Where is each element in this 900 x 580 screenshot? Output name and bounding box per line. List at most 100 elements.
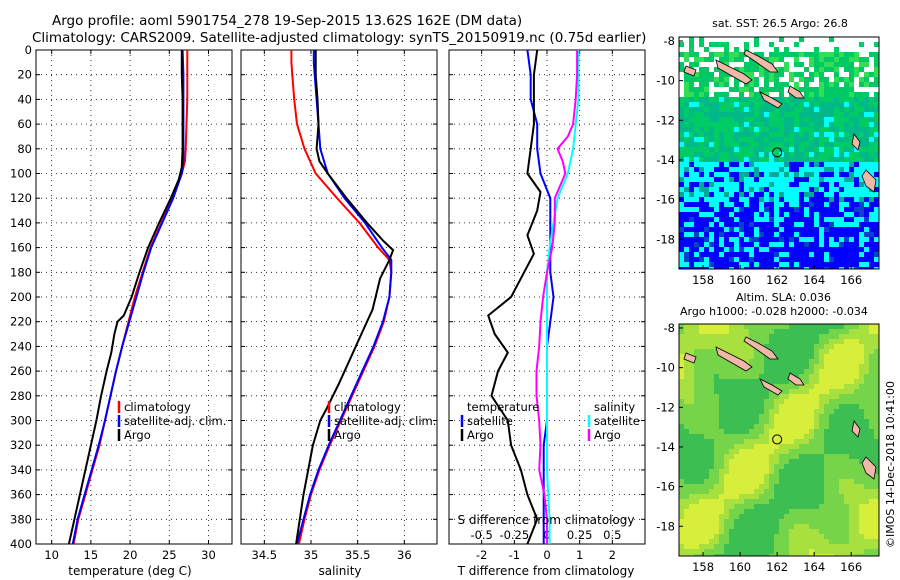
map-cell — [779, 464, 784, 469]
map-cell — [839, 202, 844, 207]
map-cell — [739, 207, 744, 212]
map-cell — [819, 152, 824, 157]
map-cell — [794, 414, 799, 419]
map-cell — [774, 262, 779, 267]
map-cell — [764, 504, 769, 509]
map-cell — [709, 454, 714, 459]
map-cell — [784, 127, 789, 132]
map-cell — [859, 187, 864, 192]
map-cell — [849, 384, 854, 389]
map-cell — [819, 539, 824, 544]
map-cell — [804, 82, 809, 87]
map-cell — [789, 62, 794, 67]
map-cell — [859, 369, 864, 374]
map-cell — [719, 162, 724, 167]
map-cell — [804, 152, 809, 157]
map-cell — [759, 197, 764, 202]
map-cell — [849, 247, 854, 252]
map-cell — [844, 329, 849, 334]
map-cell — [714, 137, 719, 142]
map-cell — [784, 379, 789, 384]
map-cell — [744, 369, 749, 374]
map-cell — [809, 237, 814, 242]
map-cell — [804, 364, 809, 369]
map-cell — [774, 364, 779, 369]
map-cell — [794, 262, 799, 267]
map-cell — [819, 172, 824, 177]
map-cell — [789, 152, 794, 157]
map-cell — [749, 514, 754, 519]
map-cell — [694, 77, 699, 82]
map-cell — [824, 354, 829, 359]
map-cell — [784, 349, 789, 354]
map-cell — [699, 67, 704, 72]
map-cell — [869, 242, 874, 247]
map-cell — [724, 434, 729, 439]
map-cell — [719, 152, 724, 157]
map-cell — [864, 152, 869, 157]
map-cell — [804, 449, 809, 454]
map-cell — [814, 52, 819, 57]
map-cell — [699, 72, 704, 77]
map-cell — [799, 142, 804, 147]
map-cell — [799, 539, 804, 544]
island — [715, 346, 753, 372]
map-cell — [749, 469, 754, 474]
map-cell — [749, 354, 754, 359]
map-cell — [859, 529, 864, 534]
map-cell — [784, 57, 789, 62]
map-cell — [789, 252, 794, 257]
map-cell — [709, 247, 714, 252]
map-cell — [844, 349, 849, 354]
map-cell — [759, 339, 764, 344]
map-cell — [869, 409, 874, 414]
map-cell — [749, 252, 754, 257]
map-cell — [824, 359, 829, 364]
map-cell — [759, 132, 764, 137]
map-cell — [689, 147, 694, 152]
map-cell — [784, 374, 789, 379]
map-cell — [694, 167, 699, 172]
map-cell — [814, 37, 819, 42]
map-cell — [774, 167, 779, 172]
map-cell — [744, 197, 749, 202]
map-cell — [724, 384, 729, 389]
map-cell — [844, 122, 849, 127]
map-cell — [864, 257, 869, 262]
map-cell — [829, 62, 834, 67]
map-cell — [834, 147, 839, 152]
map-cell — [789, 67, 794, 72]
map-cell — [779, 449, 784, 454]
map-cell — [874, 162, 879, 167]
map-cell — [739, 499, 744, 504]
map-cell — [839, 37, 844, 42]
map-cell — [754, 394, 759, 399]
map-cell — [719, 187, 724, 192]
map-cell — [874, 92, 879, 97]
map-cell — [779, 242, 784, 247]
map-cell — [809, 157, 814, 162]
map-cell — [759, 147, 764, 152]
map-cell — [859, 419, 864, 424]
map-cell — [804, 554, 809, 556]
map-y-tick-label: -16 — [656, 480, 675, 494]
map-cell — [869, 162, 874, 167]
map-cell — [709, 217, 714, 222]
map-cell — [704, 399, 709, 404]
map-cell — [869, 544, 874, 549]
map-cell — [814, 424, 819, 429]
map-cell — [729, 424, 734, 429]
map-cell — [744, 72, 749, 77]
map-cell — [799, 369, 804, 374]
map-cell — [844, 409, 849, 414]
map-cell — [794, 504, 799, 509]
map-cell — [824, 414, 829, 419]
map-cell — [729, 182, 734, 187]
map-cell — [829, 384, 834, 389]
map-cell — [869, 384, 874, 389]
map-cell — [859, 414, 864, 419]
map-cell — [729, 187, 734, 192]
map-cell — [754, 222, 759, 227]
map-cell — [789, 202, 794, 207]
map-cell — [799, 37, 804, 42]
